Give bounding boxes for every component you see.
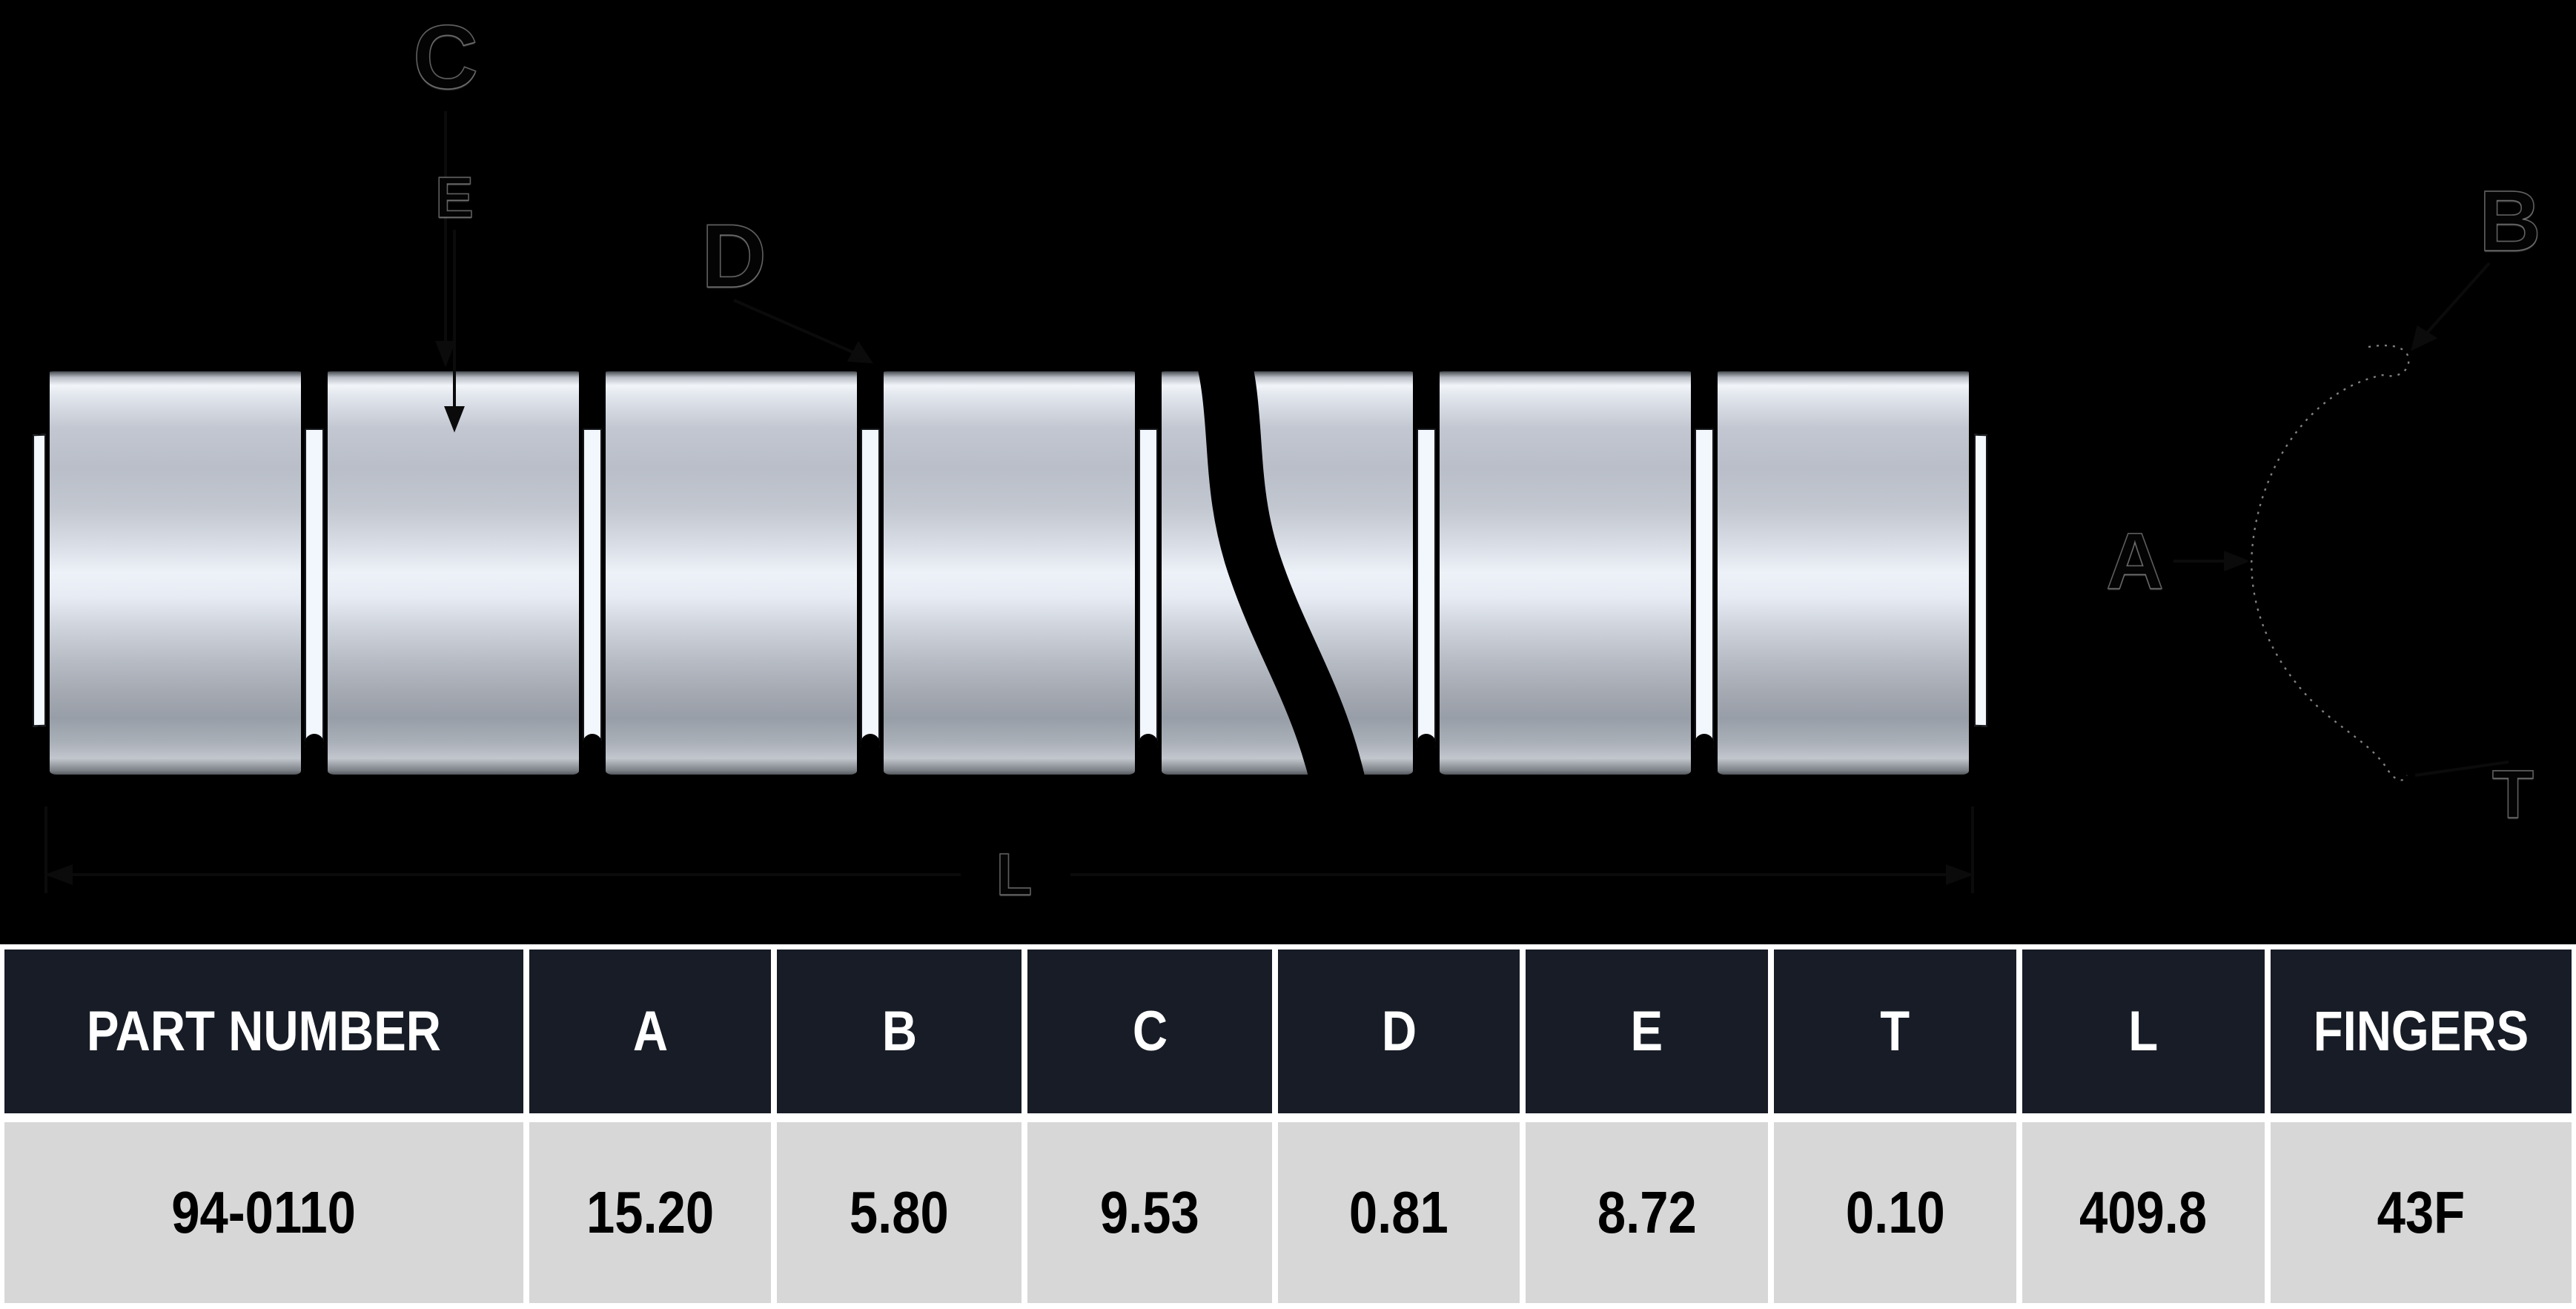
header-b-label: B (881, 1000, 917, 1063)
segment-slot-web (1417, 428, 1436, 749)
dim-label-e: E (434, 165, 474, 230)
header-d: D (1278, 950, 1520, 1113)
cell-l-value: 409.8 (2079, 1179, 2208, 1245)
cell-d-value: 0.81 (1349, 1179, 1448, 1245)
finger-segment (1436, 365, 1695, 781)
cell-part-number: 94-0110 (4, 1122, 523, 1303)
header-t-label: T (1880, 1000, 1910, 1063)
cell-fingers: 43F (2271, 1122, 2572, 1303)
dim-label-d: D (701, 205, 767, 306)
segment-slot-web (1695, 428, 1714, 749)
cell-e-value: 8.72 (1597, 1179, 1697, 1245)
cell-e: 8.72 (1526, 1122, 1768, 1303)
segment-slot-web (583, 428, 602, 749)
header-l: L (2022, 950, 2265, 1113)
dim-label-t: T (2491, 757, 2534, 832)
finger-segment (602, 365, 861, 781)
dim-label-b: B (2478, 173, 2541, 269)
finger-segment (1714, 365, 1973, 781)
cell-c: 9.53 (1027, 1122, 1272, 1303)
header-fingers-label: FINGERS (2313, 1000, 2529, 1063)
cell-b: 5.80 (777, 1122, 1022, 1303)
spec-table: PART NUMBER A B C D E T L FINGERS 94-011… (0, 944, 2576, 1309)
finger-segment (324, 365, 583, 781)
dimension-lines (44, 111, 2509, 893)
section-profile-curve (2248, 342, 2413, 784)
segment-slot-web (861, 428, 880, 749)
finger-segment (46, 365, 305, 781)
cell-d: 0.81 (1278, 1122, 1520, 1303)
segment-slot-web (1139, 428, 1158, 749)
cell-b-value: 5.80 (850, 1179, 949, 1245)
header-b: B (777, 950, 1022, 1113)
cell-t: 0.10 (1774, 1122, 2016, 1303)
segment-slot-web (305, 428, 324, 749)
break-line (1191, 326, 1372, 819)
header-fingers: FINGERS (2271, 950, 2572, 1113)
header-d-label: D (1381, 1000, 1417, 1063)
header-a: A (529, 950, 771, 1113)
dim-label-c: C (412, 7, 479, 107)
cell-a-value: 15.20 (586, 1179, 715, 1245)
header-part-number: PART NUMBER (4, 950, 523, 1113)
header-c: C (1027, 950, 1272, 1113)
header-e-label: E (1630, 1000, 1663, 1063)
cell-c-value: 9.53 (1100, 1179, 1199, 1245)
cell-fingers-value: 43F (2377, 1179, 2466, 1245)
header-a-label: A (632, 1000, 668, 1063)
dim-label-a: A (2105, 516, 2165, 606)
header-t: T (1774, 950, 2016, 1113)
header-part-number-label: PART NUMBER (86, 1000, 442, 1063)
header-c-label: C (1132, 1000, 1168, 1063)
cell-a: 15.20 (529, 1122, 771, 1303)
finger-segment (880, 365, 1139, 781)
cell-part-number-value: 94-0110 (171, 1179, 357, 1245)
header-e: E (1526, 950, 1768, 1113)
dim-label-l: L (996, 841, 1033, 907)
header-l-label: L (2128, 1000, 2159, 1063)
cell-l: 409.8 (2022, 1122, 2265, 1303)
cell-t-value: 0.10 (1845, 1179, 1945, 1245)
